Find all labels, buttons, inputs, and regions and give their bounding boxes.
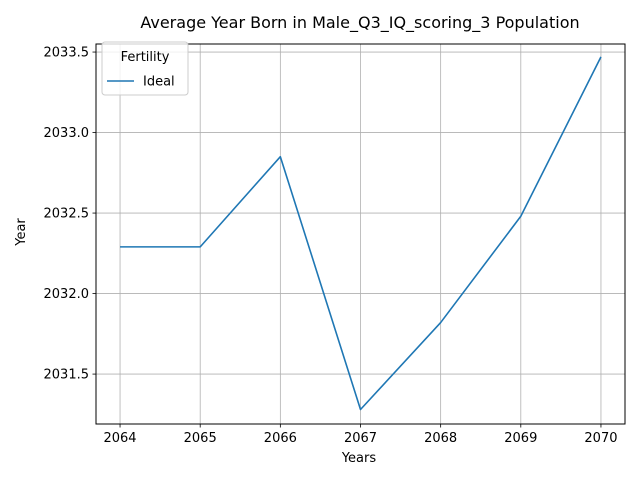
- y-tick-label: 2032.5: [44, 207, 90, 222]
- x-tick-label: 2067: [344, 431, 377, 446]
- legend-label-ideal: Ideal: [143, 75, 175, 90]
- x-tick-label: 2065: [184, 431, 217, 446]
- axis-ticks: 2064 2065 2066 2067 2068 2069 2070 2031.5 2032.0…: [44, 46, 618, 446]
- y-axis-label: Year: [14, 218, 29, 247]
- legend: Fertility Ideal: [101, 41, 189, 96]
- legend-title: Fertility: [121, 50, 170, 65]
- series-line-ideal: [120, 56, 602, 411]
- y-tick-label: 2032.0: [44, 287, 90, 302]
- x-tick-label: 2070: [584, 431, 617, 446]
- chart-title: Average Year Born in Male_Q3_IQ_scoring_…: [140, 13, 579, 33]
- x-tick-label: 2066: [264, 431, 297, 446]
- x-axis-label: Years: [341, 451, 377, 466]
- y-tick-label: 2031.5: [44, 368, 90, 383]
- grid: [96, 44, 625, 424]
- y-tick-label: 2033.0: [44, 126, 90, 141]
- x-tick-label: 2069: [504, 431, 537, 446]
- y-tick-label: 2033.5: [44, 46, 90, 61]
- x-tick-label: 2064: [103, 431, 136, 446]
- x-tick-label: 2068: [424, 431, 457, 446]
- series-layer: [120, 56, 602, 411]
